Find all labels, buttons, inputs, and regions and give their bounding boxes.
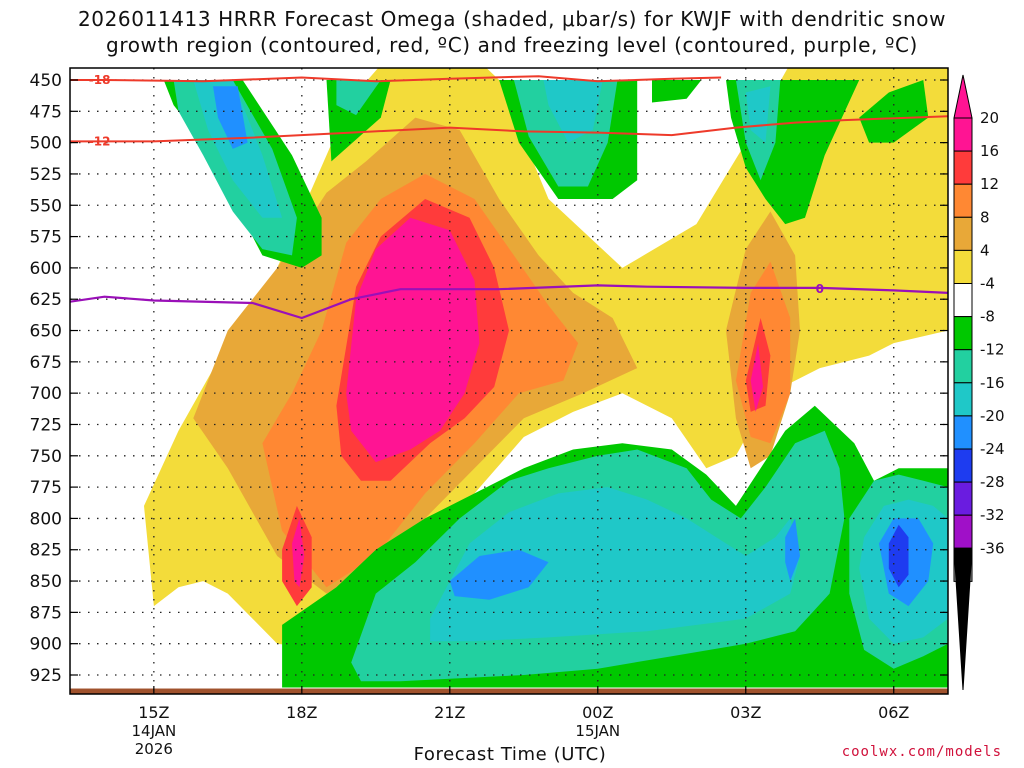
freezing-level-contour: [70, 284, 948, 320]
x-tick-year-15Z: 2026: [135, 740, 173, 758]
colorbar-top-arrow: [953, 74, 973, 119]
colorbar-segment-0: [953, 117, 973, 152]
y-tick-label-925: 925: [30, 666, 62, 686]
x-tick-label-15Z: 15Z: [138, 703, 169, 722]
y-tick-label-800: 800: [30, 509, 62, 529]
x-tick-label-21Z: 21Z: [434, 703, 465, 722]
colorbar-segment-5: [953, 283, 973, 318]
y-tick-label-500: 500: [30, 134, 62, 154]
x-tick-date-15Z: 14JAN: [131, 722, 176, 740]
omega-band-pos20-10: [750, 343, 763, 412]
y-tick-label-675: 675: [30, 353, 62, 373]
colorbar-bottom-arrow: [953, 547, 973, 691]
plot-frame: [69, 67, 949, 695]
y-tick-label-750: 750: [30, 447, 62, 467]
y-tick-label-725: 725: [30, 415, 62, 435]
colorbar-label-12: 12: [980, 175, 999, 193]
freezing-level-label: 0: [816, 282, 824, 296]
colorbar-label--20: -20: [980, 407, 1005, 425]
colorbar-segment-6: [953, 316, 973, 351]
omega-band-neg16-31: [785, 518, 800, 582]
y-tick-label-625: 625: [30, 290, 62, 310]
colorbar-segment-4: [953, 249, 973, 284]
y-tick-label-575: 575: [30, 228, 62, 248]
y-tick-label-700: 700: [30, 384, 62, 404]
colorbar-segment-12: [953, 514, 973, 549]
x-tick-label-06Z: 06Z: [878, 703, 909, 722]
x-tick-label-18Z: 18Z: [286, 703, 317, 722]
colorbar-label-8: 8: [980, 208, 990, 226]
omega-band-neg12-24: [193, 80, 283, 218]
colorbar-segment-2: [953, 183, 973, 218]
y-tick-label-875: 875: [30, 603, 62, 623]
colorbar-label--28: -28: [980, 473, 1005, 491]
colorbar-segment-3: [953, 216, 973, 251]
colorbar-label-4: 4: [980, 241, 990, 259]
dgz-contour-label--12: -12: [89, 134, 111, 148]
chart-title-line-2: growth region (contoured, red, ºC) and f…: [106, 33, 918, 57]
colorbar-label--24: -24: [980, 440, 1005, 458]
y-tick-label-600: 600: [30, 259, 62, 279]
y-tick-label-550: 550: [30, 196, 62, 216]
y-tick-label-450: 450: [30, 71, 62, 91]
omega-band-neg12-27: [430, 487, 800, 642]
omega-band-neg12-26: [745, 86, 771, 143]
colorbar-segment-9: [953, 415, 973, 450]
omega-band-neg20-33: [888, 524, 909, 588]
colorbar-label--36: -36: [980, 539, 1005, 557]
y-tick-label-850: 850: [30, 572, 62, 592]
x-tick-date-00Z: 15JAN: [575, 722, 620, 740]
dgz-contour-label--18: -18: [89, 73, 111, 87]
omega-band-pos20-9: [292, 518, 305, 588]
y-tick-label-775: 775: [30, 478, 62, 498]
y-tick-label-900: 900: [30, 635, 62, 655]
colorbar-label--8: -8: [980, 308, 995, 326]
y-tick-label-650: 650: [30, 322, 62, 342]
colorbar-segment-10: [953, 448, 973, 483]
omega-band-pos20-8: [346, 217, 480, 463]
colorbar-label-16: 16: [980, 142, 999, 160]
omega-band-neg4-16: [859, 80, 929, 143]
dgz-contour--18: [70, 75, 722, 83]
chart-title-line-1: 2026011413 HRRR Forecast Omega (shaded, …: [77, 7, 947, 31]
omega-band-neg4-14: [652, 80, 702, 103]
colorbar-segment-11: [953, 481, 973, 516]
omega-band-neg8-19: [336, 80, 381, 116]
colorbar-label--32: -32: [980, 506, 1005, 524]
y-tick-label-475: 475: [30, 102, 62, 122]
credit-link[interactable]: coolwx.com/models: [841, 744, 1002, 760]
colorbar-segment-8: [953, 382, 973, 417]
ground-surface: [70, 688, 948, 694]
colorbar-segment-1: [953, 150, 973, 185]
colorbar-label--12: -12: [980, 341, 1005, 359]
colorbar-label-20: 20: [980, 109, 999, 127]
x-tick-label-03Z: 03Z: [730, 703, 761, 722]
colorbar-label--4: -4: [980, 275, 995, 293]
omega-band-neg12-25: [543, 80, 603, 143]
x-tick-label-00Z: 00Z: [582, 703, 613, 722]
colorbar-segment-7: [953, 349, 973, 384]
colorbar-label--16: -16: [980, 374, 1005, 392]
omega-band-neg16-30: [449, 549, 549, 600]
omega-band-neg16-29: [213, 86, 248, 149]
dgz-contour--12: [70, 115, 948, 143]
x-axis-title: Forecast Time (UTC): [413, 744, 607, 765]
y-tick-label-825: 825: [30, 541, 62, 561]
y-tick-label-525: 525: [30, 165, 62, 185]
